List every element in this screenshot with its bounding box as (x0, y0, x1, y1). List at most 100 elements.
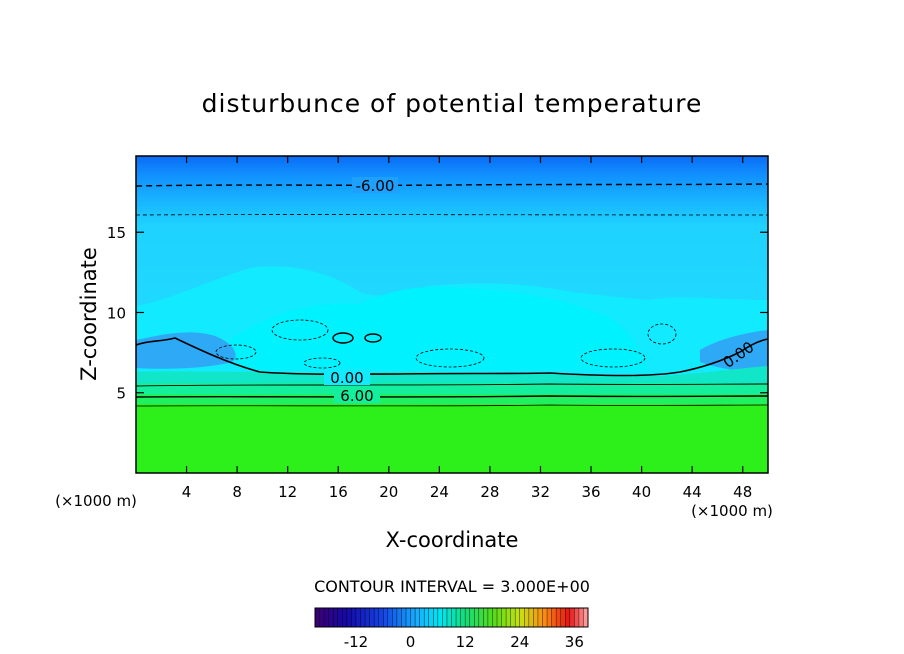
colorbar-cell (497, 608, 502, 627)
colorbar-cell (578, 608, 584, 627)
x-tick-label: 36 (581, 483, 600, 501)
colorbar-cell (365, 608, 370, 627)
colorbar-cell (360, 608, 366, 627)
colorbar-cell (501, 608, 507, 627)
colorbar-cell (478, 608, 484, 627)
colorbar-cell (355, 608, 361, 627)
y-tick-label: 5 (116, 385, 126, 403)
plot-area: -6.00 0.00 6.00 0.00 (135, 155, 769, 474)
contour-pos6 (135, 395, 769, 398)
contour-label-pos6: 6.00 (340, 387, 373, 405)
colorbar-cell (442, 608, 448, 627)
x-axis-label: X-coordinate (386, 528, 519, 552)
colorbar-cell (547, 608, 552, 627)
colorbar-cell (556, 608, 562, 627)
colorbar-tick-label: 0 (406, 633, 416, 651)
x-tick-label: 24 (430, 483, 449, 501)
colorbar-cell (510, 608, 516, 627)
chart-title: disturbunce of potential temperature (202, 89, 703, 118)
colorbar-cell (465, 608, 471, 627)
colorbar-cell (351, 608, 357, 627)
colorbar-cell (433, 608, 439, 627)
colorbar-cell (337, 608, 343, 627)
colorbar-cell (374, 608, 380, 627)
colorbar-cell (342, 608, 348, 627)
x-tick-label: 48 (733, 483, 752, 501)
colorbar-cell (324, 608, 330, 627)
colorbar-cell (315, 608, 320, 627)
colorbar-cell (369, 608, 375, 627)
colorbar-cell (469, 608, 475, 627)
blue-patch-left (136, 332, 236, 369)
colorbar-cell (424, 608, 430, 627)
colorbar-cell (437, 608, 443, 627)
colorbar-tick-label: 24 (510, 633, 529, 651)
blue-patch-right (700, 330, 768, 375)
colorbar-cell (569, 608, 575, 627)
colorbar-tick-label: 36 (565, 633, 584, 651)
colorbar-cell (515, 608, 521, 627)
colorbar-cell (528, 608, 534, 627)
x-tick-label: 20 (379, 483, 398, 501)
colorbar-cell (460, 608, 466, 627)
colorbar-cell (396, 608, 402, 627)
colorbar-cell (560, 608, 566, 627)
colorbar-cell (415, 608, 421, 627)
y-axis-label: Z-coordinate (77, 247, 101, 381)
x-axis-unit: (×1000 m) (55, 492, 137, 510)
colorbar-cell (383, 608, 389, 627)
contour-interval-label: CONTOUR INTERVAL = 3.000E+00 (314, 577, 590, 596)
colorbar-cell (519, 608, 525, 627)
contour-pos3 (135, 383, 769, 387)
colorbar-cell (446, 608, 452, 627)
colorbar-cell (533, 608, 539, 627)
colorbar-cell (474, 608, 480, 627)
colorbar-cell (387, 608, 393, 627)
colorbar-cell (419, 608, 425, 627)
colorbar-cell (328, 608, 334, 627)
colorbar-cell (487, 608, 493, 627)
contour-label-zero: 0.00 (330, 369, 363, 387)
y-tick-label: 15 (107, 224, 126, 242)
y-axis-unit: (×1000 m) (691, 502, 773, 520)
bottom-green-region (136, 404, 768, 473)
y-axis: 5 10 15 (107, 224, 768, 403)
colorbar-tick-label: 12 (456, 633, 475, 651)
colorbar-cell (410, 608, 416, 627)
x-tick-label: 28 (480, 483, 499, 501)
colorbar: -12 0 12 24 36 (314, 607, 589, 651)
contour-zero (135, 337, 769, 377)
x-tick-label: 12 (278, 483, 297, 501)
colorbar-cell (451, 608, 457, 627)
x-tick-label: 8 (232, 483, 242, 501)
x-axis: 4 8 12 16 20 24 28 32 36 40 44 48 (182, 156, 752, 501)
x-tick-label: 4 (182, 483, 192, 501)
colorbar-cell (428, 608, 434, 627)
colorbar-frame (314, 607, 589, 628)
x-tick-label: 32 (531, 483, 550, 501)
x-tick-label: 40 (632, 483, 651, 501)
colorbar-cell (378, 608, 384, 627)
contour-neg6 (135, 183, 769, 187)
contour-label-neg6: -6.00 (356, 177, 395, 195)
colorbar-cell (483, 608, 489, 627)
colorbar-tick-label: -12 (344, 633, 369, 651)
colorbar-cell (551, 608, 557, 627)
colorbar-cell (565, 608, 571, 627)
colorbar-cell (537, 608, 543, 627)
colorbar-cell (506, 608, 512, 627)
x-tick-label: 44 (683, 483, 702, 501)
colorbar-cell (524, 608, 530, 627)
colorbar-cell (392, 608, 398, 627)
colorbar-cell (333, 608, 339, 627)
colorbar-cell (456, 608, 461, 627)
colorbar-cell (574, 608, 580, 627)
colorbar-cell (346, 608, 352, 627)
colorbar-cell (401, 608, 407, 627)
colorbar-cell (583, 608, 589, 627)
colorbar-cell (406, 608, 411, 627)
colorbar-cell (542, 608, 548, 627)
x-tick-label: 16 (329, 483, 348, 501)
colorbar-cell (319, 608, 325, 627)
